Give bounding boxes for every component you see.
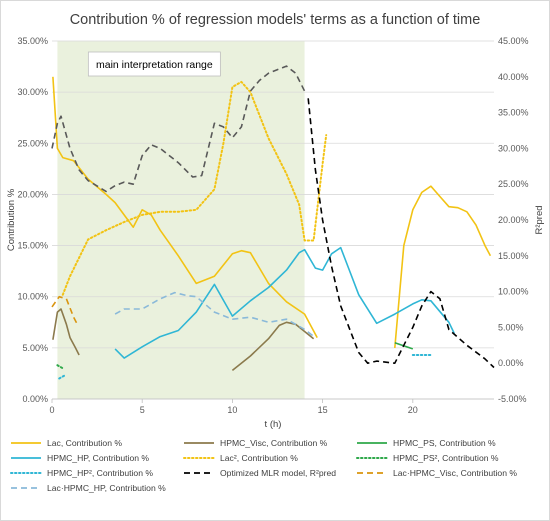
legend-label: HPMC_Visc, Contribution % [220,438,328,448]
y2-tick-label: 30.00% [498,143,529,153]
series-line-6 [58,374,66,380]
y2-tick-label: 15.00% [498,251,529,261]
y-axis-label: Contribution % [6,188,17,251]
interpretation-range-label: main interpretation range [96,59,213,71]
x-tick-label: 15 [318,405,328,415]
gridlines [52,40,494,400]
legend-label: Lac², Contribution % [220,453,298,463]
series-line-7 [307,98,495,369]
interpretation-range-box [87,51,221,77]
series-line-5 [56,364,64,370]
y-tick-label: 0.00% [22,394,48,404]
series-line-3 [114,246,456,359]
y2-tick-label: 10.00% [498,287,529,297]
y2-axis-label: R²pred [534,205,545,234]
legend-label: Lac·HPMC_HP, Contribution % [47,483,166,493]
series-line-0 [394,185,492,348]
legend-label: Optimized MLR model, R²pred [220,468,336,478]
x-axis-label: t (h) [265,419,282,430]
y-tick-label: 20.00% [17,189,48,199]
y-tick-label: 35.00% [17,36,48,46]
y-tick-label: 5.00% [22,343,48,353]
x-tick-label: 10 [227,405,237,415]
series-line-0 [52,76,318,338]
y-tick-label: 30.00% [17,87,48,97]
legend-label: HPMC_HP, Contribution % [47,453,149,463]
legend-label: HPMC_PS, Contribution % [393,438,496,448]
y2-tick-label: 35.00% [498,108,529,118]
y2-tick-label: 0.00% [498,358,524,368]
legend-label: HPMC_PS², Contribution % [393,453,499,463]
y2-tick-label: 20.00% [498,215,529,225]
y2-tick-label: 40.00% [498,72,529,82]
x-tick-label: 20 [408,405,418,415]
x-tick-label: 5 [140,405,145,415]
y2-tick-label: 45.00% [498,36,529,46]
y2-tick-label: -5.00% [498,394,527,404]
series-line-1 [52,308,80,356]
legend-label: Lac, Contribution % [47,438,122,448]
axes-group: 0.00% 5.00% 10.00% 15.00% 20.00% 25.00% 30.00%… [17,36,528,415]
series-line-1 [231,321,315,372]
legend-label: Lac·HPMC_Visc, Contribution % [393,468,517,478]
chart-title: Contribution % of regression models' ter… [70,12,481,28]
y-tick-label: 25.00% [17,138,48,148]
series-line-10 [51,65,306,193]
y2-tick-label: 5.00% [498,322,524,332]
y2-tick-label: 25.00% [498,179,529,189]
series-line-8 [51,295,79,325]
legend-label: HPMC_HP², Contribution % [47,468,153,478]
series-group [51,65,495,380]
series-line-9 [114,291,316,339]
y-tick-label: 10.00% [17,292,48,302]
series-line-4 [61,80,328,296]
x-tick-label: 0 [49,405,54,415]
y-tick-label: 15.00% [17,241,48,251]
legend: Lac, Contribution % HPMC_Visc, Contributi… [10,438,517,493]
interpretation-range-shade [57,41,305,399]
